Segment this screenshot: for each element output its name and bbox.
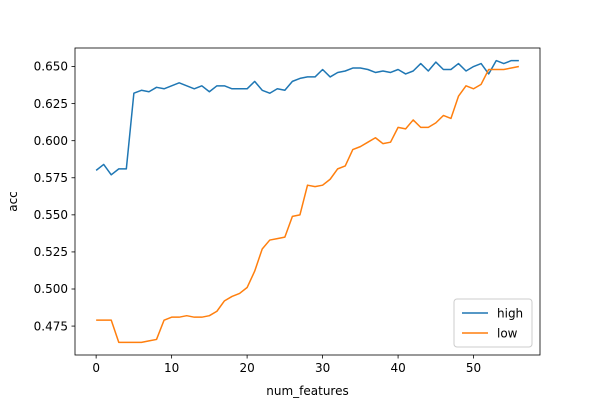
- y-tick-label: 0.500: [34, 282, 68, 296]
- series-line-high: [95, 59, 519, 176]
- legend-box: [453, 298, 533, 348]
- x-tick-label: 40: [390, 361, 405, 375]
- legend: high low: [453, 298, 533, 348]
- y-tick-label: 0.600: [34, 134, 68, 148]
- x-tick-label: 20: [239, 361, 254, 375]
- y-tick-label: 0.475: [34, 319, 68, 333]
- x-tick-label: 0: [92, 361, 100, 375]
- x-axis-label: num_features: [266, 384, 348, 398]
- y-tick-label: 0.625: [34, 97, 68, 111]
- legend-label-high: high: [497, 306, 523, 320]
- y-tick-label: 0.525: [34, 245, 68, 259]
- y-tick-label: 0.575: [34, 171, 68, 185]
- plot-frame: [74, 47, 541, 356]
- y-tick-label: 0.550: [34, 208, 68, 222]
- series-lines: [95, 59, 520, 344]
- y-tick-label: 0.650: [34, 60, 68, 74]
- y-axis-label: acc: [6, 191, 20, 212]
- legend-label-low: low: [497, 326, 518, 340]
- series-line-low: [96, 65, 520, 344]
- x-axis: 0 10 20 30 40 50: [92, 355, 481, 375]
- x-tick-label: 30: [315, 361, 330, 375]
- y-axis: 0.475 0.500 0.525 0.550 0.575 0.600 0.625 0.650: [34, 60, 75, 333]
- x-tick-label: 10: [164, 361, 179, 375]
- x-tick-label: 50: [466, 361, 481, 375]
